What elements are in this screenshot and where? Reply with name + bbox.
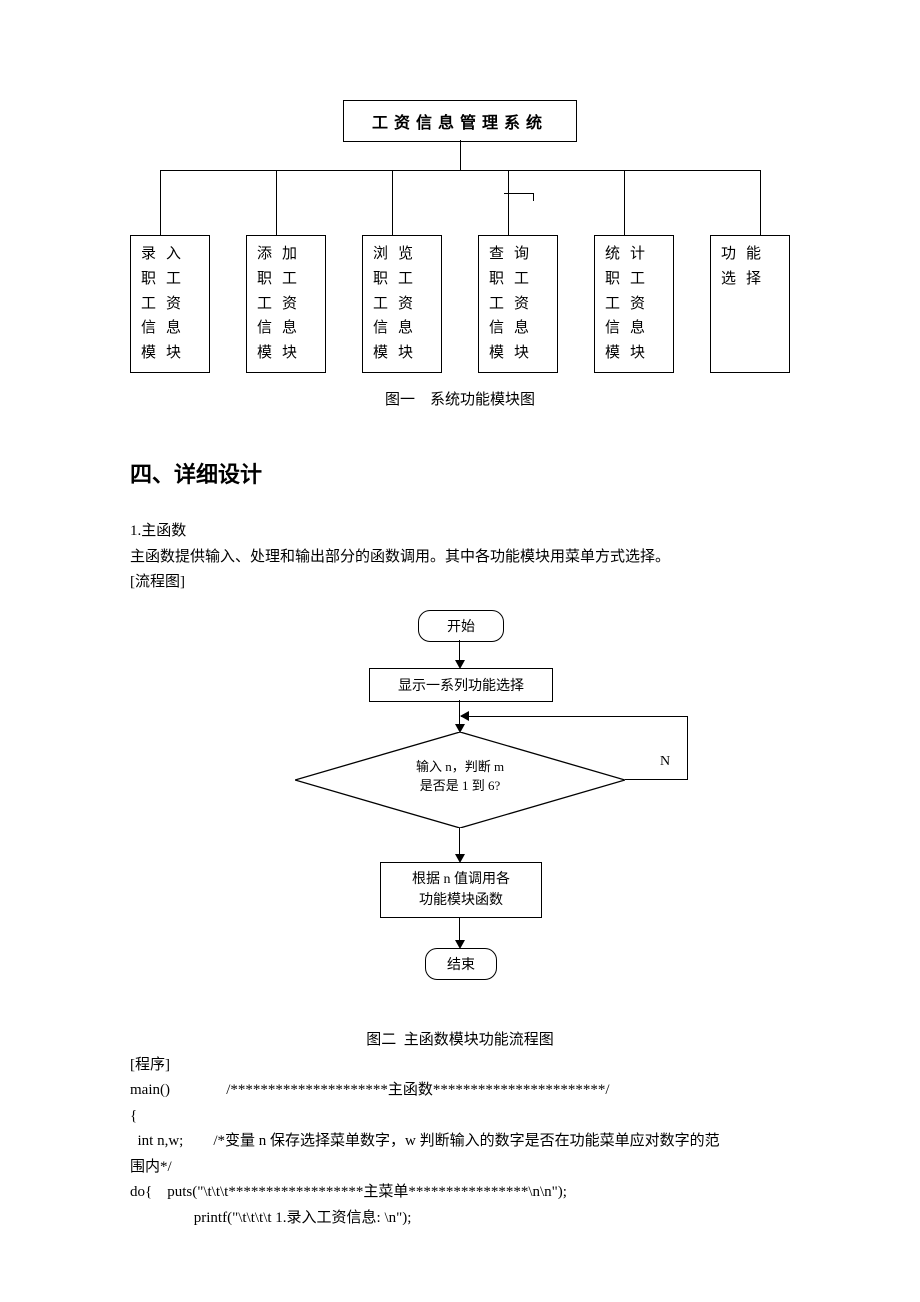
paragraph: 1.主函数 (130, 519, 790, 545)
paragraph: 主函数提供输入、处理和输出部分的函数调用。其中各功能模块用菜单方式选择。 (130, 545, 790, 571)
code-line: 围内*/ (130, 1159, 172, 1175)
code-line: do{ puts("\t\t\t******************主菜单***… (130, 1184, 567, 1200)
hierarchy-box: 统计职工工资信息模块 (594, 235, 674, 373)
code-line: { (130, 1108, 137, 1124)
connector (459, 918, 460, 942)
figure-caption-1: 图一 系统功能模块图 (130, 388, 790, 409)
code-line: [程序] (130, 1057, 170, 1073)
connector (624, 170, 625, 235)
figure-caption-2: 图二 主函数模块功能流程图 (130, 1028, 790, 1049)
flow-process: 显示一系列功能选择 (369, 668, 553, 702)
hierarchy-diagram: 工资信息管理系统 录入职工工资信息模块 添加职工工资信息模块 浏览职工工资信息模… (130, 90, 790, 380)
code-line: main() /*********************主函数********… (130, 1082, 610, 1098)
connector (160, 170, 161, 235)
connector (533, 193, 534, 201)
connector (508, 170, 509, 235)
hierarchy-children: 录入职工工资信息模块 添加职工工资信息模块 浏览职工工资信息模块 查询职工工资信… (130, 235, 790, 373)
connector (460, 140, 461, 170)
code-line: printf("\t\t\t\t 1.录入工资信息: \n"); (130, 1210, 411, 1226)
flowchart: 开始 显示一系列功能选择 输入 n，判断 m 是否是 1 到 6? N 根据 n… (230, 610, 690, 1000)
connector (461, 716, 688, 717)
code-line: int n,w; /*变量 n 保存选择菜单数字，w 判断输入的数字是否在功能菜… (130, 1133, 720, 1149)
connector (276, 170, 277, 235)
flow-start: 开始 (418, 610, 504, 642)
connector (459, 828, 460, 856)
hierarchy-box: 浏览职工工资信息模块 (362, 235, 442, 373)
flow-process: 根据 n 值调用各 功能模块函数 (380, 862, 542, 918)
connector (687, 716, 688, 780)
hierarchy-box: 添加职工工资信息模块 (246, 235, 326, 373)
arrow-icon (460, 711, 469, 721)
flow-decision-text: 输入 n，判断 m 是否是 1 到 6? (380, 757, 540, 796)
connector (625, 779, 687, 780)
hierarchy-root: 工资信息管理系统 (343, 100, 577, 142)
hierarchy-box: 查询职工工资信息模块 (478, 235, 558, 373)
connector (392, 170, 393, 235)
paragraph: [流程图] (130, 570, 790, 596)
connector (160, 170, 760, 171)
flow-no-label: N (660, 754, 670, 770)
flow-end: 结束 (425, 948, 497, 980)
connector (459, 640, 460, 662)
hierarchy-box: 录入职工工资信息模块 (130, 235, 210, 373)
section-heading: 四、详细设计 (130, 457, 790, 489)
code-block: [程序] main() /*********************主函数***… (130, 1053, 790, 1232)
hierarchy-box: 功能选择 (710, 235, 790, 373)
connector (760, 170, 761, 235)
